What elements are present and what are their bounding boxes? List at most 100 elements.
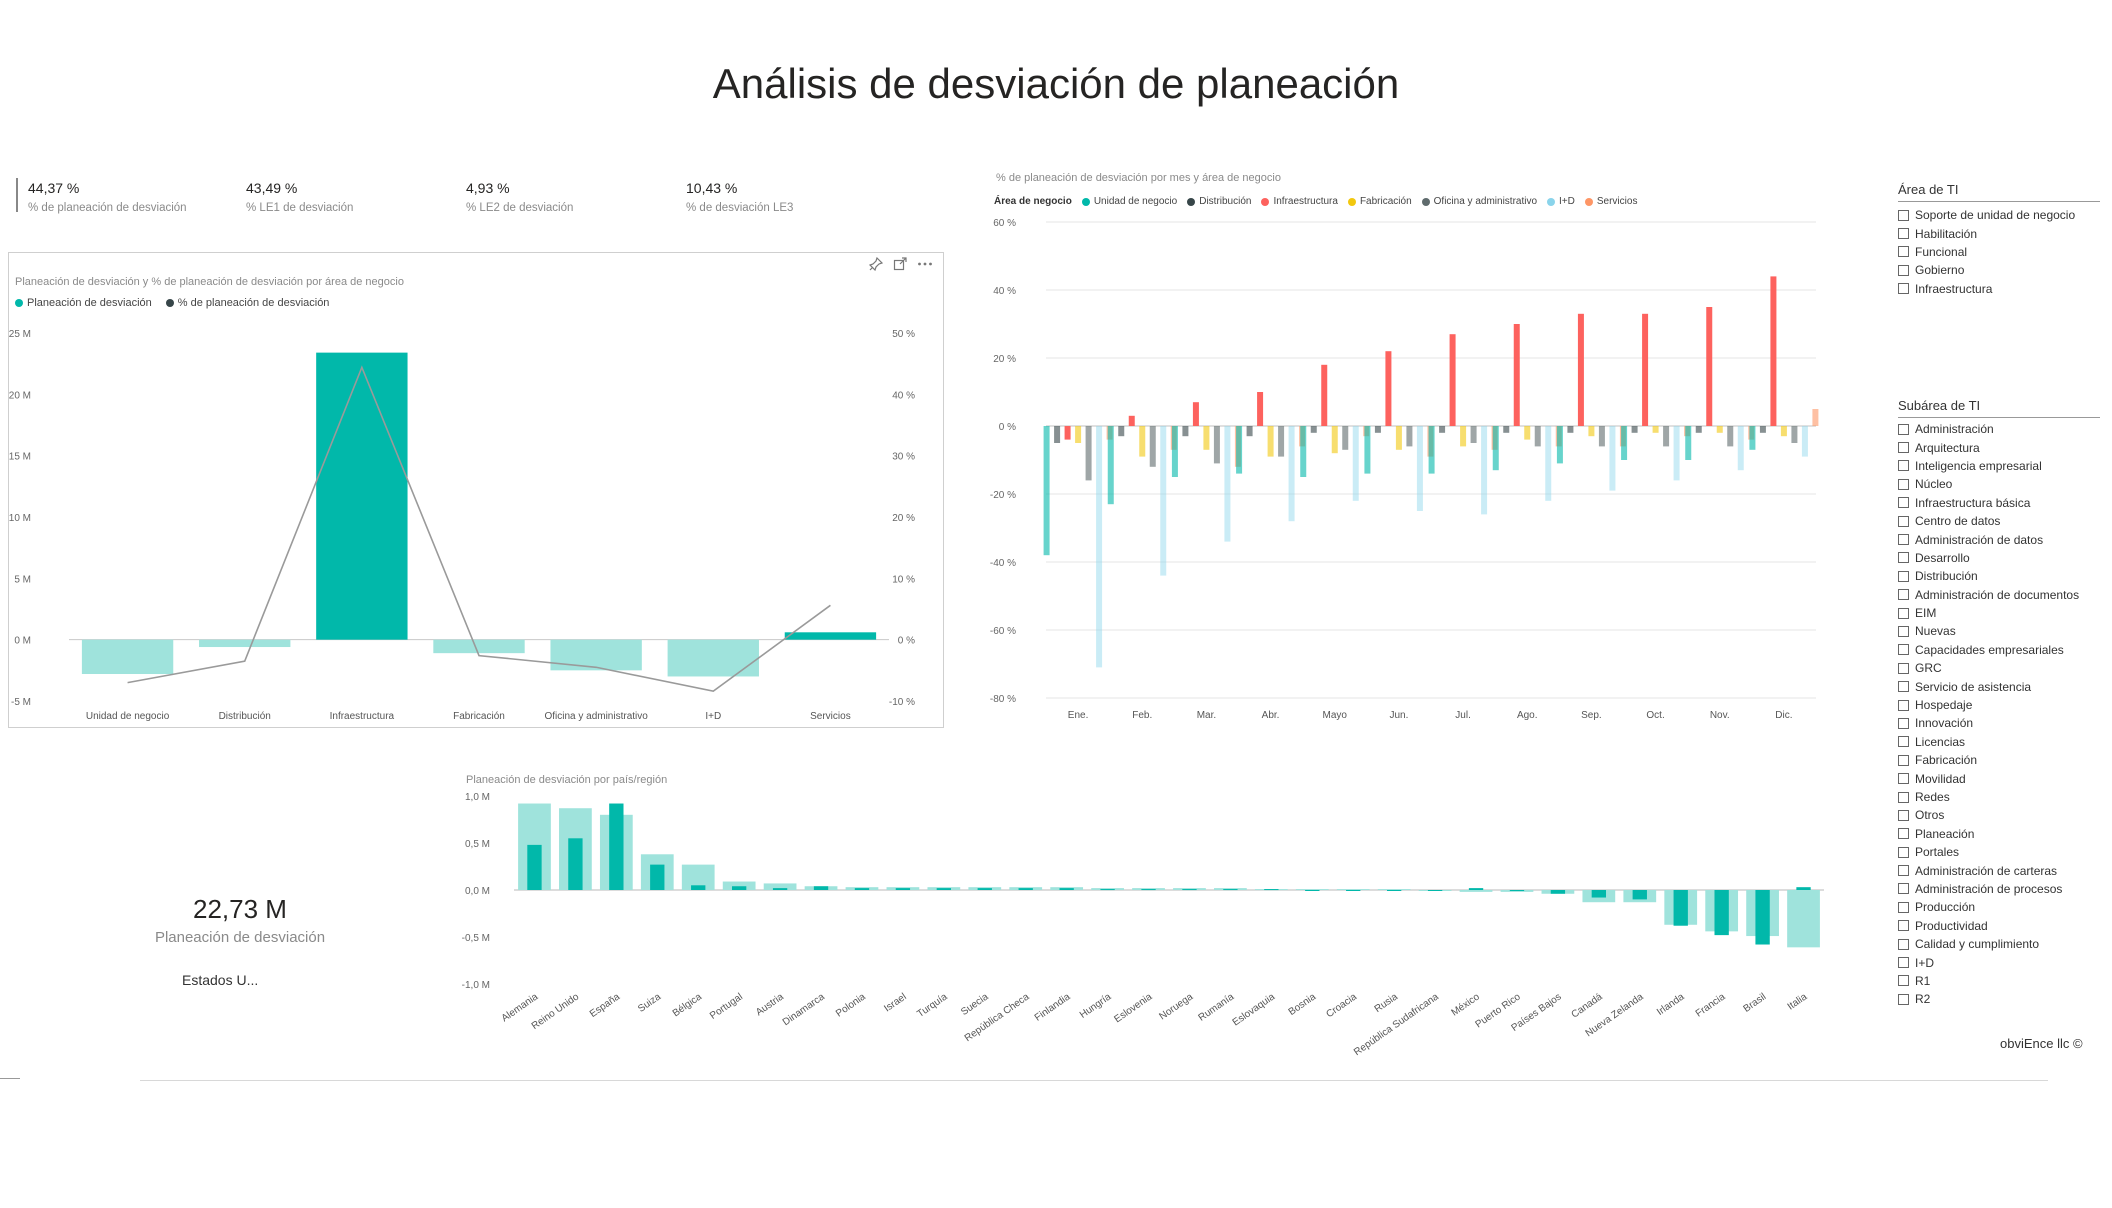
subarea-option[interactable]: Portales [1898, 843, 2100, 861]
subarea-option[interactable]: Hospedaje [1898, 696, 2100, 714]
checkbox[interactable] [1898, 283, 1909, 295]
subarea-option[interactable]: Administración de carteras [1898, 861, 2100, 879]
subarea-option[interactable]: Administración de procesos [1898, 880, 2100, 898]
checkbox[interactable] [1898, 883, 1909, 895]
checkbox[interactable] [1898, 570, 1909, 582]
map-region-label[interactable]: Estados U... [182, 972, 259, 988]
checkbox[interactable] [1898, 846, 1909, 858]
subarea-option[interactable]: Infraestructura básica [1898, 494, 2100, 512]
checkbox[interactable] [1898, 828, 1909, 840]
checkbox[interactable] [1898, 228, 1909, 240]
business-area-combo-chart[interactable]: -5 M 0 M 5 M 10 M 15 M 20 M 25 M -10 % 0 % 10 % 20… [9, 323, 943, 725]
subarea-option[interactable]: Movilidad [1898, 769, 2100, 787]
checkbox[interactable] [1898, 264, 1909, 276]
area-option[interactable]: Soporte de unidad de negocio [1898, 206, 2100, 224]
checkbox[interactable] [1898, 791, 1909, 803]
subarea-option[interactable]: Administración [1898, 420, 2100, 438]
checkbox[interactable] [1898, 552, 1909, 564]
subarea-option[interactable]: Planeación [1898, 825, 2100, 843]
total-deviation-card[interactable]: 22,73 M Planeación de desviación [140, 894, 340, 946]
kpi-card-le2[interactable]: 4,93 % % LE2 de desviación [466, 180, 573, 214]
checkbox[interactable] [1898, 938, 1909, 950]
checkbox[interactable] [1898, 754, 1909, 766]
area-option[interactable]: Habilitación [1898, 224, 2100, 242]
month-area-column-chart[interactable]: -80 % -60 % -40 % -20 % 0 % 20 % 40 % 60 % Ene. F… [986, 210, 1856, 730]
checkbox[interactable] [1898, 515, 1909, 527]
subarea-option[interactable]: Inteligencia empresarial [1898, 457, 2100, 475]
checkbox[interactable] [1898, 699, 1909, 711]
checkbox[interactable] [1898, 901, 1909, 913]
subarea-option[interactable]: Núcleo [1898, 475, 2100, 493]
checkbox[interactable] [1898, 736, 1909, 748]
checkbox[interactable] [1898, 246, 1909, 258]
legend-item[interactable]: Oficina y administrativo [1421, 196, 1537, 207]
legend-item[interactable]: Infraestructura [1261, 196, 1338, 207]
subarea-option[interactable]: Calidad y cumplimiento [1898, 935, 2100, 953]
area-option[interactable]: Infraestructura [1898, 280, 2100, 298]
checkbox[interactable] [1898, 717, 1909, 729]
legend-item[interactable]: Unidad de negocio [1081, 196, 1177, 207]
checkbox[interactable] [1898, 865, 1909, 877]
subarea-option[interactable]: Centro de datos [1898, 512, 2100, 530]
checkbox[interactable] [1898, 975, 1909, 987]
subarea-option[interactable]: Capacidades empresariales [1898, 641, 2100, 659]
kpi-card-le1[interactable]: 43,49 % % LE1 de desviación [246, 180, 353, 214]
subarea-option[interactable]: R2 [1898, 990, 2100, 1008]
checkbox[interactable] [1898, 662, 1909, 674]
subarea-option[interactable]: I+D [1898, 953, 2100, 971]
area-option[interactable]: Gobierno [1898, 261, 2100, 279]
subarea-option[interactable]: Producción [1898, 898, 2100, 916]
checkbox[interactable] [1898, 957, 1909, 969]
bar [1160, 426, 1167, 576]
checkbox[interactable] [1898, 809, 1909, 821]
subarea-option[interactable]: Otros [1898, 806, 2100, 824]
subarea-option[interactable]: Administración de documentos [1898, 586, 2100, 604]
legend-item[interactable]: I+D [1547, 196, 1575, 207]
subarea-option[interactable]: Arquitectura [1898, 438, 2100, 456]
subarea-option[interactable]: R1 [1898, 972, 2100, 990]
checkbox[interactable] [1898, 534, 1909, 546]
legend-item[interactable]: Servicios [1584, 196, 1637, 207]
subarea-option[interactable]: Distribución [1898, 567, 2100, 585]
checkbox[interactable] [1898, 920, 1909, 932]
checkbox[interactable] [1898, 460, 1909, 472]
subarea-option[interactable]: Desarrollo [1898, 549, 2100, 567]
checkbox[interactable] [1898, 209, 1909, 221]
subarea-option[interactable]: GRC [1898, 659, 2100, 677]
kpi-card-plan-deviation[interactable]: 44,37 % % de planeación de desviación [28, 180, 187, 214]
legend-item[interactable]: Fabricación [1347, 196, 1412, 207]
checkbox[interactable] [1898, 589, 1909, 601]
subarea-option[interactable]: Innovación [1898, 714, 2100, 732]
subarea-option[interactable]: Productividad [1898, 917, 2100, 935]
legend-item[interactable]: Distribución [1187, 196, 1251, 207]
legend-item[interactable]: % de planeación de desviación [165, 297, 329, 309]
checkbox[interactable] [1898, 423, 1909, 435]
checkbox[interactable] [1898, 607, 1909, 619]
checkbox[interactable] [1898, 681, 1909, 693]
checkbox[interactable] [1898, 497, 1909, 509]
focus-mode-icon[interactable] [893, 257, 907, 274]
subarea-option[interactable]: Redes [1898, 788, 2100, 806]
copyright-text: obviEnce llc © [2000, 1036, 2083, 1051]
subarea-option[interactable]: Administración de datos [1898, 530, 2100, 548]
slicer-it-subarea[interactable]: Subárea de TI Administración Arquitectura… [1898, 398, 2100, 1009]
checkbox[interactable] [1898, 644, 1909, 656]
subarea-option[interactable]: Licencias [1898, 733, 2100, 751]
legend-item[interactable]: Planeación de desviación [15, 297, 152, 309]
checkbox[interactable] [1898, 478, 1909, 490]
subarea-option[interactable]: Fabricación [1898, 751, 2100, 769]
checkbox[interactable] [1898, 625, 1909, 637]
subarea-option[interactable]: Servicio de asistencia [1898, 677, 2100, 695]
business-area-chart-card[interactable]: Planeación de desviación y % de planeaci… [8, 252, 944, 728]
more-options-icon[interactable] [917, 257, 933, 274]
checkbox[interactable] [1898, 442, 1909, 454]
subarea-option[interactable]: EIM [1898, 604, 2100, 622]
kpi-card-le3[interactable]: 10,43 % % de desviación LE3 [686, 180, 793, 214]
subarea-option[interactable]: Nuevas [1898, 622, 2100, 640]
pin-icon[interactable] [868, 256, 884, 274]
checkbox[interactable] [1898, 773, 1909, 785]
country-deviation-chart[interactable]: -1,0 M-0,5 M0,0 M0,5 M1,0 MAlemaniaReino… [454, 784, 1854, 1064]
slicer-it-area[interactable]: Área de TI Soporte de unidad de negocio H… [1898, 182, 2100, 298]
area-option[interactable]: Funcional [1898, 243, 2100, 261]
checkbox[interactable] [1898, 993, 1909, 1005]
